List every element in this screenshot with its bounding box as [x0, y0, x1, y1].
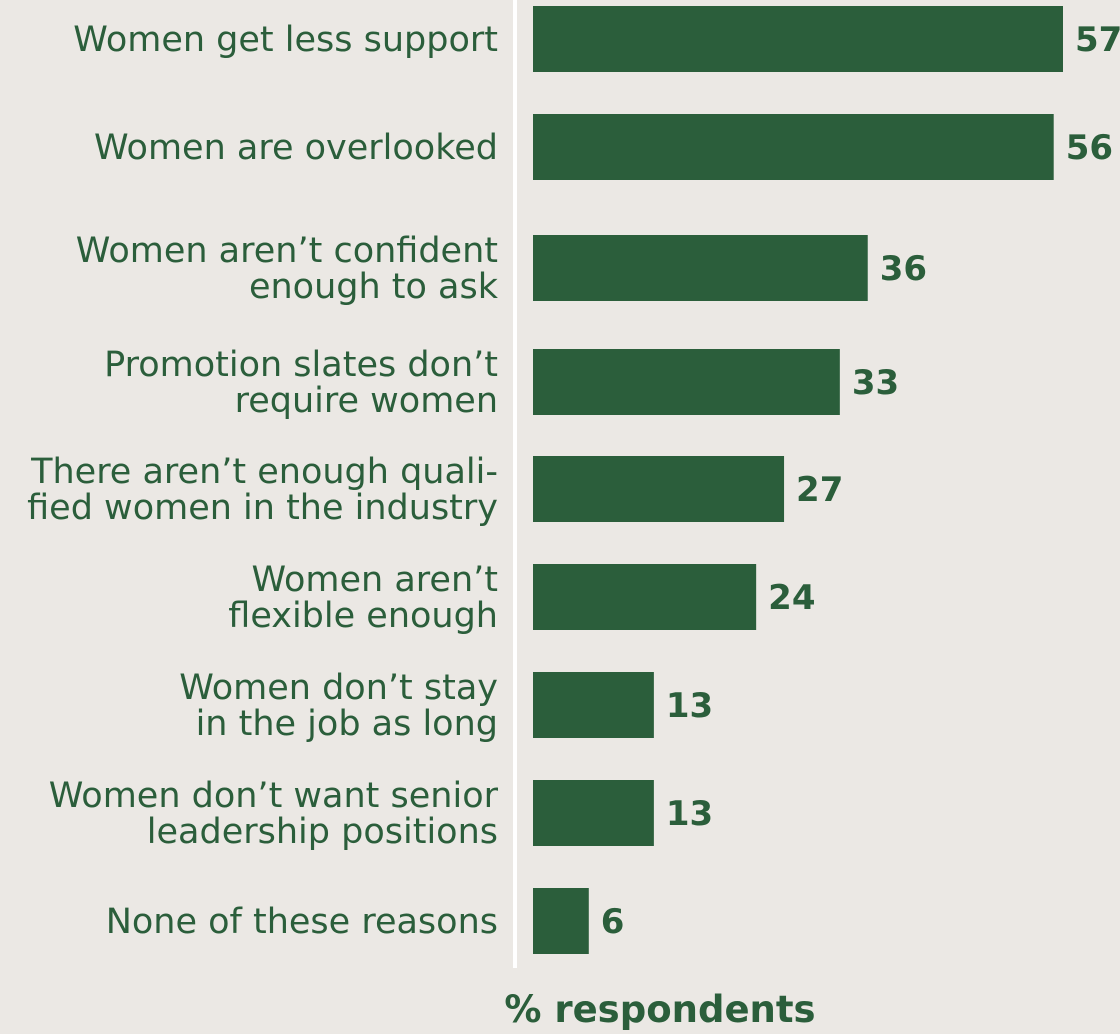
value-label-6: 13: [666, 686, 713, 726]
category-label-line: Women are overlooked: [94, 128, 498, 168]
value-label-8: 6: [601, 902, 625, 942]
bar-2: [533, 235, 868, 301]
value-label-7: 13: [666, 794, 713, 834]
bar-1: [533, 114, 1054, 180]
bar-7: [533, 780, 654, 846]
value-label-5: 24: [768, 578, 815, 618]
value-label-2: 36: [880, 249, 927, 289]
value-label-3: 33: [852, 363, 899, 403]
category-label-0: Women get less support: [73, 20, 498, 60]
category-label-line: None of these reasons: [106, 902, 498, 942]
category-label-2: Women aren’t confident enough to ask: [76, 231, 499, 307]
category-label-line: require women: [235, 381, 498, 421]
bars-layer: [533, 6, 1063, 954]
value-label-1: 56: [1066, 128, 1113, 168]
value-label-0: 57: [1075, 20, 1120, 60]
bar-5: [533, 564, 757, 630]
category-label-line: There aren’t enough quali-: [30, 452, 498, 492]
category-label-line: leadership positions: [147, 812, 498, 852]
bar-8: [533, 888, 589, 954]
category-labels: Women get less support Women are overlook…: [27, 20, 499, 942]
bar-0: [533, 6, 1063, 72]
bar-6: [533, 672, 654, 738]
category-label-7: Women don’t want senior leadership positi…: [49, 776, 499, 852]
category-label-line: fied women in the industry: [27, 488, 498, 528]
category-label-3: Promotion slates don’t require women: [104, 345, 498, 421]
bar-3: [533, 349, 840, 415]
category-label-line: Women aren’t: [251, 560, 498, 600]
category-label-line: Women get less support: [73, 20, 498, 60]
category-label-line: enough to ask: [249, 267, 499, 307]
category-label-line: in the job as long: [196, 704, 498, 744]
bar-4: [533, 456, 785, 522]
category-label-line: flexible enough: [228, 596, 498, 636]
category-label-1: Women are overlooked: [94, 128, 498, 168]
x-axis-label: % respondents: [504, 988, 816, 1031]
category-label-8: None of these reasons: [106, 902, 498, 942]
category-label-line: Promotion slates don’t: [104, 345, 498, 385]
category-label-5: Women aren’t flexible enough: [228, 560, 498, 636]
category-label-line: Women don’t want senior: [49, 776, 499, 816]
category-label-4: There aren’t enough quali-fied women in …: [27, 452, 498, 528]
category-label-line: Women don’t stay: [179, 668, 498, 708]
category-label-line: Women aren’t confident: [76, 231, 498, 271]
value-label-4: 27: [796, 470, 843, 510]
category-label-6: Women don’t stay in the job as long: [179, 668, 498, 744]
value-labels: 57 56 36 33 27 24 13 13 6: [601, 20, 1120, 942]
